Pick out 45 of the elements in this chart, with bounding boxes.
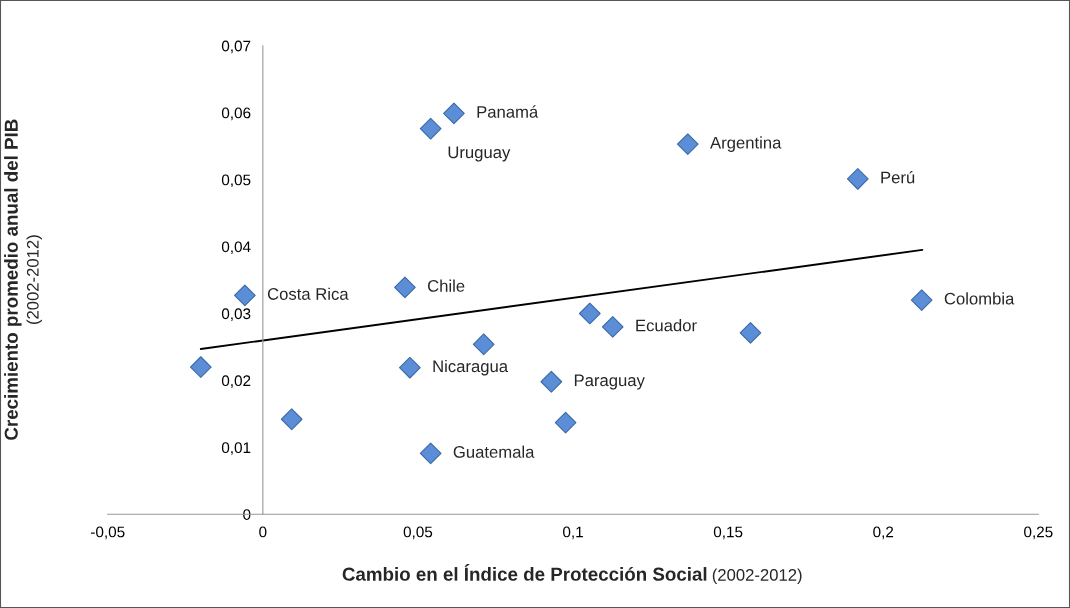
annotation: Paraguay <box>574 374 645 390</box>
x-tick-label: 0,25 <box>1024 526 1053 540</box>
y-tick-label: 0,02 <box>221 375 251 388</box>
point <box>233 284 256 307</box>
y-axis-title: Crecimiento promedio anual del PIB (2002-2012) <box>4 119 42 440</box>
point <box>846 168 869 190</box>
annotation: Uruguay <box>448 146 511 162</box>
point <box>394 276 416 299</box>
point <box>189 356 212 378</box>
y-tick-label: 0,07 <box>221 40 251 54</box>
annotation: Panamá <box>477 105 539 118</box>
y-tick-label: 0 <box>243 509 251 520</box>
annotation: Perú <box>881 170 915 184</box>
x-tick-label: 0,05 <box>403 526 433 540</box>
y-tick-label: 0,04 <box>221 241 251 255</box>
point <box>280 408 303 431</box>
point <box>910 289 933 311</box>
point <box>554 411 577 434</box>
x-tick-label: 0,1 <box>563 526 583 540</box>
x-tick-label: 0,2 <box>873 526 894 540</box>
x-tick-label: 0,15 <box>713 526 743 540</box>
point <box>676 133 699 155</box>
point <box>399 356 421 379</box>
x-tick-label: -0,05 <box>91 526 125 540</box>
point <box>540 370 563 393</box>
point <box>578 302 601 325</box>
point <box>419 442 442 465</box>
point <box>443 102 465 125</box>
point <box>739 322 762 344</box>
y-tick-label: 0,03 <box>221 308 251 321</box>
annotation: Nicaragua <box>433 359 509 376</box>
point <box>419 117 442 140</box>
point <box>472 333 495 356</box>
annotation: Chile <box>427 279 465 292</box>
y-tick-label: 0,01 <box>221 442 251 455</box>
annotation: Argentina <box>710 136 782 152</box>
annotation: Ecuador <box>636 319 697 332</box>
y-tick-label: 0,06 <box>221 107 251 121</box>
point <box>601 316 624 338</box>
y-tick-label: 0,05 <box>221 174 251 188</box>
annotation: Guatemala <box>453 445 535 458</box>
x-axis-title: Cambio en el Índice de Protección Social (2002-2012) <box>342 564 802 585</box>
annotation: Costa Rica <box>267 287 349 300</box>
x-tick-label: 0 <box>259 526 267 538</box>
annotation: Colombia <box>944 292 1015 305</box>
